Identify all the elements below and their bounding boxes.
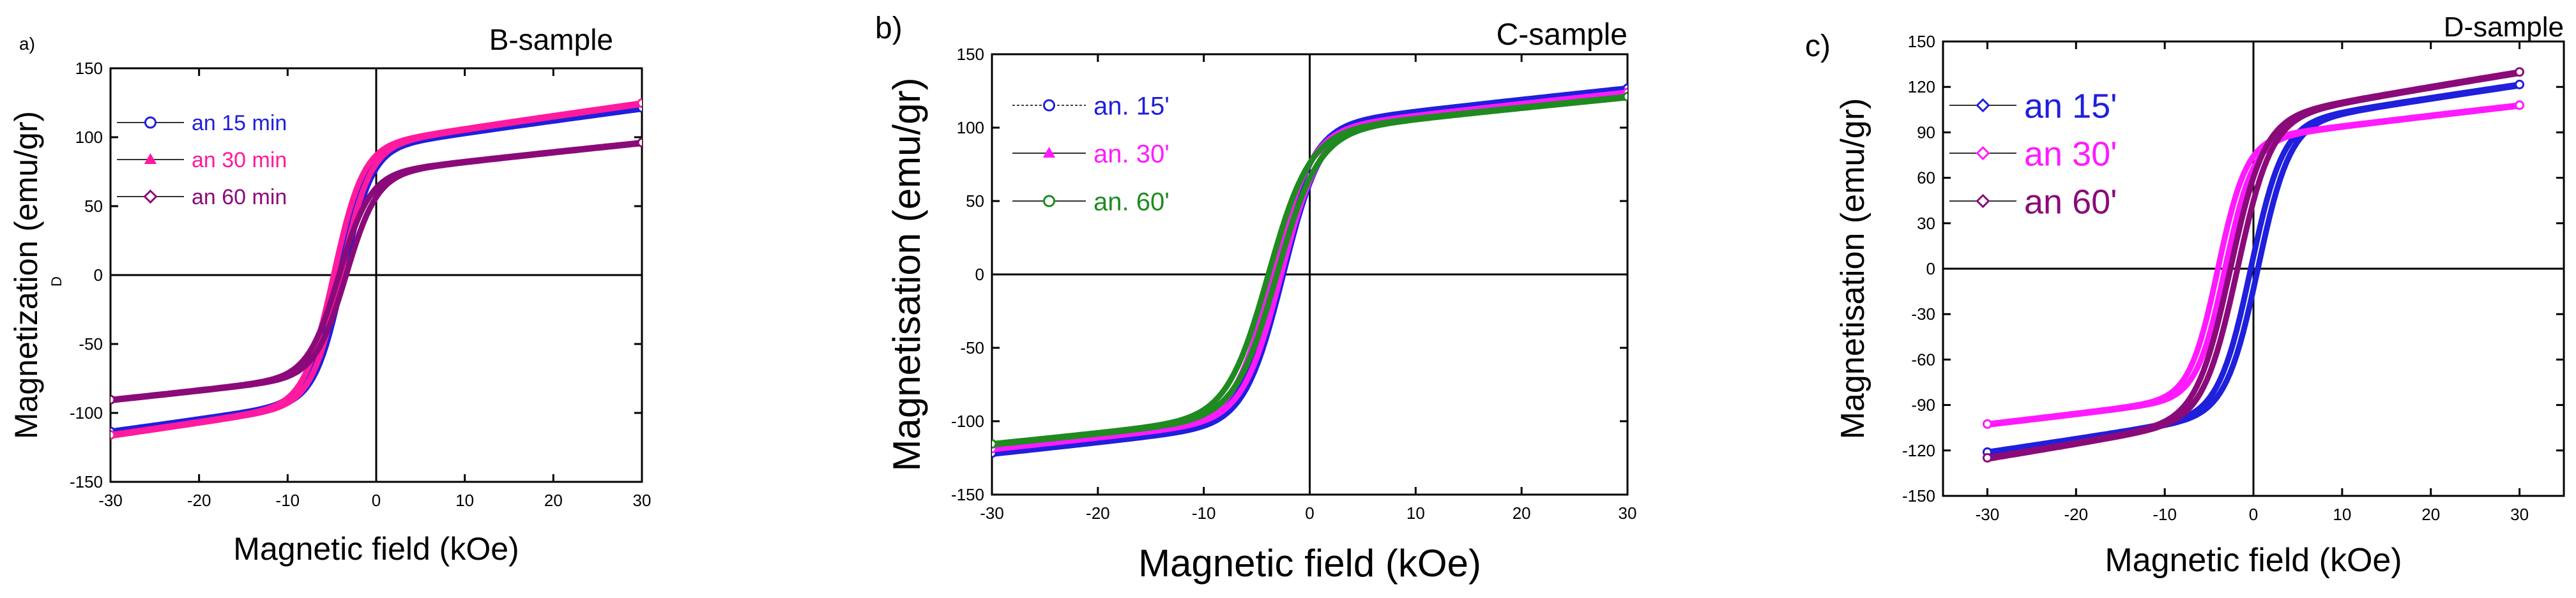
legend-marker bbox=[1976, 146, 1990, 161]
series-line-3 bbox=[111, 139, 642, 403]
legend-marker bbox=[144, 116, 156, 129]
x-tick-label: 0 bbox=[1305, 504, 1314, 523]
panel-label: a) bbox=[19, 34, 35, 54]
series-line-3 bbox=[992, 94, 1627, 448]
x-tick-label: -30 bbox=[98, 491, 123, 510]
y-tick-label: 120 bbox=[1908, 77, 1935, 96]
x-axis-title: Magnetic field (kOe) bbox=[233, 531, 519, 567]
legend-marker bbox=[1042, 146, 1056, 158]
legend-label: an. 15' bbox=[1094, 92, 1170, 120]
y-tick-label: -100 bbox=[70, 403, 103, 422]
series-marker bbox=[1622, 91, 1627, 101]
y-tick-label: -100 bbox=[951, 412, 984, 431]
series-line-1 bbox=[992, 85, 1627, 457]
x-tick-label: 10 bbox=[455, 491, 474, 510]
x-tick-label: -20 bbox=[2064, 505, 2088, 524]
x-tick-label: 30 bbox=[2510, 505, 2529, 524]
y-axis-subscript: D bbox=[49, 276, 65, 287]
legend-label: an 30' bbox=[2024, 135, 2117, 173]
x-tick-label: 20 bbox=[2421, 505, 2440, 524]
x-tick-label: 30 bbox=[633, 491, 652, 510]
x-axis-title: Magnetic field (kOe) bbox=[1138, 542, 1481, 585]
series-marker bbox=[2515, 100, 2525, 110]
y-axis-title: Magnetisation (emu/gr) bbox=[1834, 98, 1871, 440]
y-tick-label: 30 bbox=[1917, 214, 1935, 233]
x-tick-label: -20 bbox=[1086, 504, 1110, 523]
panel-label: c) bbox=[1805, 29, 1831, 63]
x-tick-label: -30 bbox=[1976, 505, 2000, 524]
legend-label: an. 60' bbox=[1094, 188, 1170, 216]
series-marker bbox=[111, 394, 116, 405]
y-axis-title: Magnetization (emu/gr) bbox=[8, 111, 44, 439]
legend-marker bbox=[143, 189, 158, 204]
y-tick-label: 90 bbox=[1917, 123, 1935, 142]
series-marker bbox=[111, 430, 116, 440]
y-tick-label: -30 bbox=[1911, 304, 1935, 324]
chart-panel-3: -30 -20 -10 0 10 20 30 -150 -120 -90 -60 -30 0 30 60 90… bbox=[1805, 11, 2565, 579]
y-tick-label: -50 bbox=[79, 334, 103, 354]
y-tick-label: 0 bbox=[975, 265, 984, 284]
y-tick-label: 100 bbox=[957, 118, 984, 137]
y-tick-label: 50 bbox=[84, 197, 103, 216]
legend-marker bbox=[1976, 193, 1990, 209]
series-group bbox=[111, 98, 642, 440]
x-tick-label: 10 bbox=[2333, 505, 2351, 524]
y-tick-label: -150 bbox=[1902, 486, 1935, 505]
x-tick-label: -10 bbox=[2153, 505, 2177, 524]
panel-label: b) bbox=[875, 11, 903, 45]
series-marker bbox=[637, 137, 642, 147]
x-tick-label: -30 bbox=[980, 504, 1004, 523]
y-axis-title: Magnetisation (emu/gr) bbox=[885, 78, 928, 472]
series-marker bbox=[1982, 452, 1992, 463]
legend-label: an 60' bbox=[2024, 183, 2117, 221]
x-tick-label: 0 bbox=[2249, 505, 2258, 524]
y-tick-label: -50 bbox=[960, 338, 984, 357]
y-tick-label: 150 bbox=[1908, 32, 1935, 51]
legend-marker bbox=[1043, 99, 1055, 112]
series-marker bbox=[1982, 419, 1992, 429]
chart-title: D-sample bbox=[2444, 11, 2564, 43]
y-tick-label: -150 bbox=[951, 485, 984, 504]
x-tick-label: 30 bbox=[1619, 504, 1637, 523]
x-tick-label: -20 bbox=[187, 491, 211, 510]
legend-label: an 30 min bbox=[192, 148, 287, 172]
x-tick-label: 0 bbox=[372, 491, 381, 510]
series-group bbox=[992, 83, 1627, 458]
series-marker bbox=[992, 439, 997, 449]
y-tick-label: -90 bbox=[1911, 396, 1935, 415]
y-tick-label: 0 bbox=[94, 265, 103, 285]
y-tick-label: 50 bbox=[966, 191, 984, 211]
series-marker bbox=[637, 98, 642, 108]
legend-label: an. 30' bbox=[1094, 140, 1170, 168]
y-tick-label: 150 bbox=[75, 59, 103, 78]
y-tick-label: -120 bbox=[1902, 441, 1935, 460]
chart-title: C-sample bbox=[1497, 18, 1627, 52]
series-line-2 bbox=[111, 100, 642, 439]
y-tick-label: -60 bbox=[1911, 350, 1935, 369]
series-group bbox=[1982, 67, 2525, 463]
y-tick-label: -150 bbox=[70, 472, 103, 491]
y-tick-label: 150 bbox=[957, 45, 984, 64]
legend-label: an 15 min bbox=[192, 111, 287, 135]
x-tick-label: -10 bbox=[1192, 504, 1216, 523]
legend-label: an 15' bbox=[2024, 87, 2117, 125]
y-tick-label: 100 bbox=[75, 128, 103, 147]
y-tick-label: 0 bbox=[1926, 259, 1935, 278]
x-tick-label: 20 bbox=[544, 491, 563, 510]
series-marker bbox=[2515, 79, 2525, 89]
y-tick-label: 60 bbox=[1917, 168, 1935, 188]
legend-marker bbox=[1976, 98, 1990, 113]
legend-marker bbox=[1043, 195, 1055, 207]
series-marker bbox=[2515, 67, 2525, 77]
chart-title: B-sample bbox=[489, 23, 613, 56]
legend-marker bbox=[144, 153, 157, 164]
legend-label: an 60 min bbox=[192, 185, 287, 209]
x-tick-label: 20 bbox=[1513, 504, 1531, 523]
x-tick-label: -10 bbox=[276, 491, 300, 510]
x-axis-title: Magnetic field (kOe) bbox=[2105, 542, 2402, 579]
x-tick-label: 10 bbox=[1406, 504, 1425, 523]
